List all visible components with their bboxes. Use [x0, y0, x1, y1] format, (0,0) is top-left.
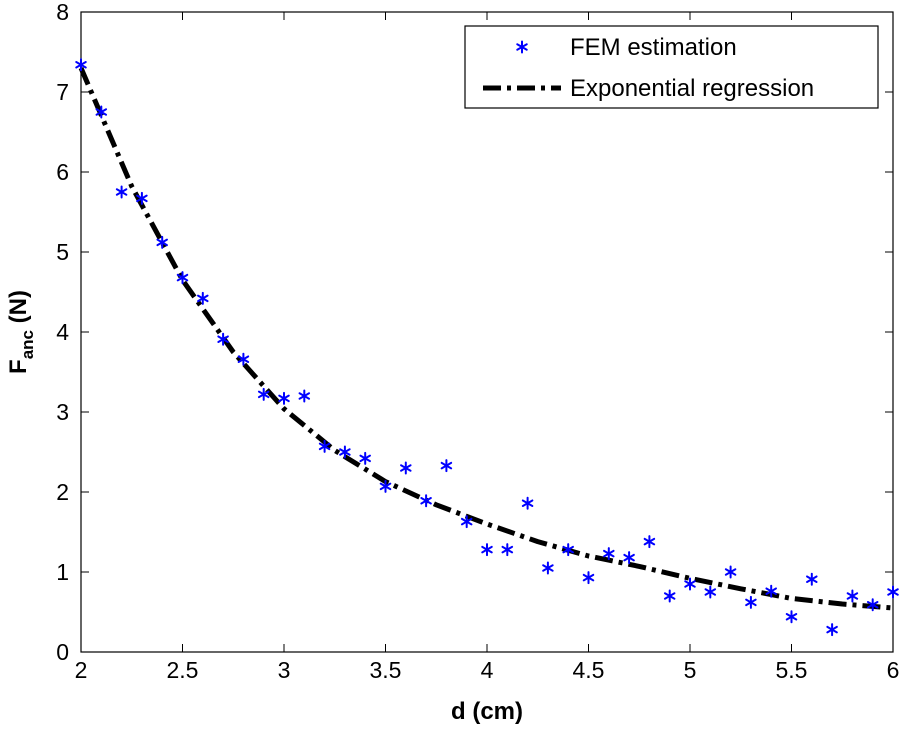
fem-data-point [846, 589, 859, 603]
fem-data-point [765, 584, 777, 598]
x-tick-label: 4 [481, 657, 494, 683]
fem-data-point [400, 461, 412, 475]
y-axis-label-sub: anc [18, 330, 37, 359]
fem-data-point [156, 235, 168, 249]
y-tick-label: 1 [56, 559, 69, 585]
fem-data-point [542, 561, 554, 575]
fem-data-point [339, 445, 351, 459]
series-layer [75, 58, 899, 637]
x-tick-label: 2 [75, 657, 88, 683]
fem-data-point [136, 191, 148, 205]
fem-data-point [217, 332, 229, 346]
fem-data-point [521, 496, 534, 510]
fem-data-point [440, 459, 453, 473]
y-tick-label: 2 [56, 479, 69, 505]
fem-data-point [420, 494, 432, 508]
fem-data-point [460, 515, 473, 529]
fem-data-point [887, 585, 899, 599]
legend-label-regression: Exponential regression [570, 75, 814, 102]
fem-data-point [197, 291, 209, 305]
fem-data-point [298, 389, 311, 403]
y-tick-label: 5 [56, 239, 69, 265]
y-tick-label: 6 [56, 159, 69, 185]
legend-fem-marker [516, 40, 528, 54]
fem-data-point [379, 479, 392, 493]
x-axis: 2 2.5 3 3.5 4 4.5 5 5.5 6 [75, 12, 900, 683]
fem-data-point [562, 543, 574, 557]
y-axis: 0 1 2 3 4 5 6 7 8 [56, 0, 893, 665]
y-tick-label: 8 [56, 0, 69, 25]
fem-data-point [75, 58, 87, 72]
legend-box [464, 25, 879, 109]
fem-data-point [745, 595, 757, 609]
fem-data-point [237, 352, 250, 366]
x-tick-label: 5 [684, 657, 697, 683]
x-tick-label: 5.5 [776, 657, 808, 683]
y-tick-label: 3 [56, 399, 69, 425]
fem-data-point [278, 391, 290, 405]
y-axis-label-main: F [5, 359, 32, 374]
x-tick-label: 3 [278, 657, 291, 683]
y-tick-label: 4 [56, 319, 69, 345]
x-tick-label: 3.5 [370, 657, 402, 683]
fem-data-point [359, 451, 371, 465]
x-tick-label: 6 [887, 657, 900, 683]
x-tick-label: 2.5 [167, 657, 199, 683]
legend-fem-marker-slot [516, 40, 528, 54]
fem-data-point [866, 598, 879, 612]
fem-data-point [826, 623, 838, 637]
fem-data-point [806, 572, 818, 586]
fem-data-point [95, 105, 108, 119]
fem-data-point [257, 387, 270, 401]
fem-data-point [582, 571, 595, 585]
fem-data-point [318, 439, 331, 453]
svg-text:Fanc (N): Fanc (N) [5, 290, 37, 374]
y-axis-label: Fanc (N) [5, 290, 37, 374]
y-tick-label: 7 [56, 79, 69, 105]
y-axis-label-unit: (N) [5, 290, 32, 330]
fem-data-point [115, 185, 128, 199]
y-tick-label: 0 [56, 639, 69, 665]
fem-data-point [501, 543, 514, 557]
fem-data-point [176, 271, 189, 285]
fem-data-point [785, 610, 798, 624]
fem-data-point [704, 585, 717, 599]
x-axis-label: d (cm) [451, 698, 523, 725]
legend-label-fem: FEM estimation [570, 34, 737, 61]
fem-data-point [684, 577, 696, 591]
fem-data-point [603, 547, 615, 561]
x-tick-label: 4.5 [573, 657, 605, 683]
fem-data-point [663, 589, 676, 603]
fem-data-point [724, 565, 737, 579]
fem-data-point [481, 543, 493, 557]
fem-data-point [643, 535, 656, 549]
fem-data-point [623, 551, 635, 565]
legend: FEM estimation Exponential regression [464, 25, 879, 109]
